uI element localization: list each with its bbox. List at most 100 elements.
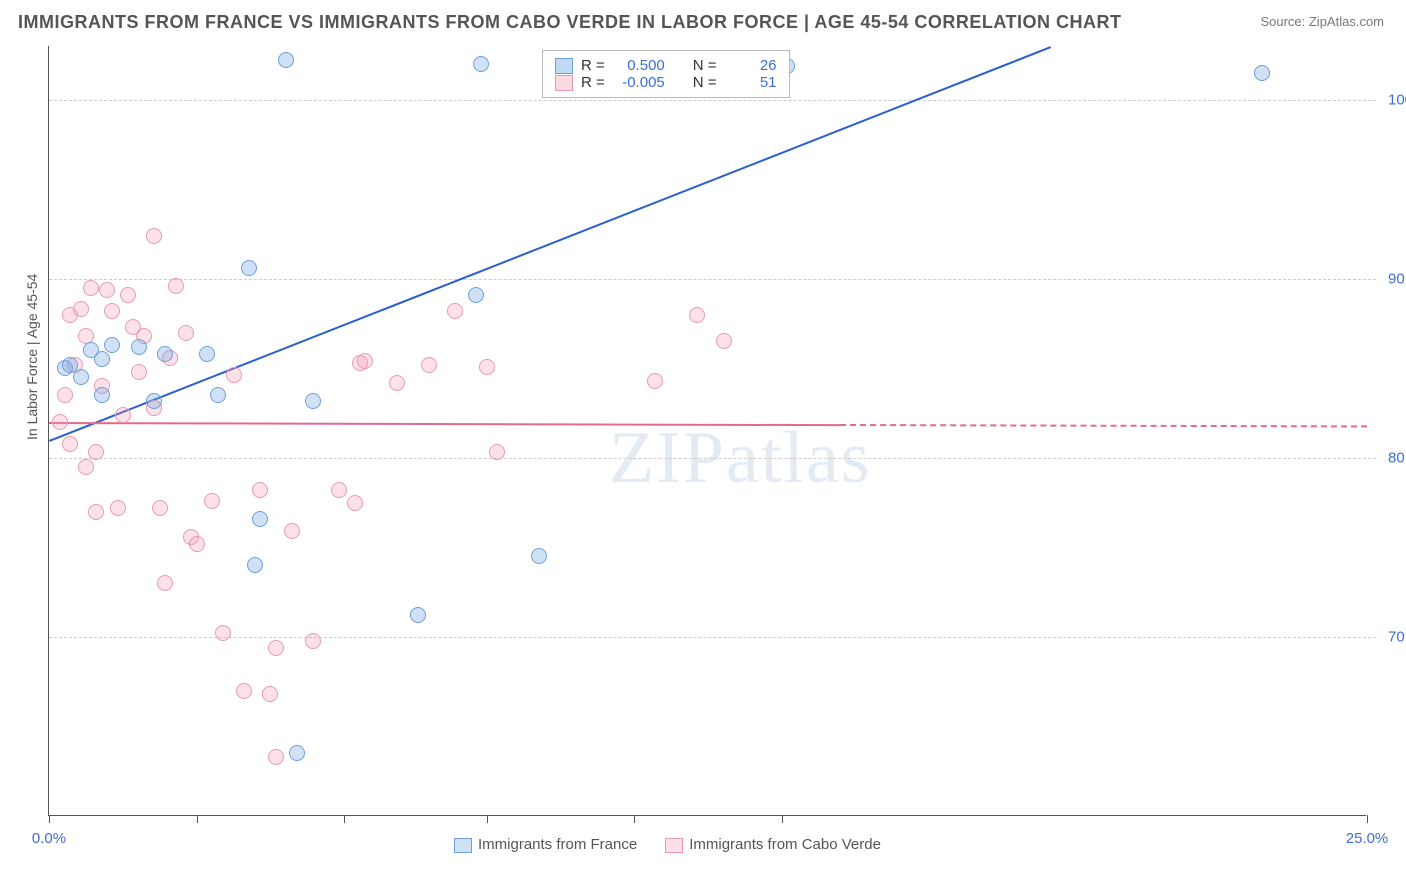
data-point-pink: [120, 287, 136, 303]
regression-line-pink: [840, 424, 1367, 427]
data-point-pink: [689, 307, 705, 323]
data-point-pink: [479, 359, 495, 375]
data-point-blue: [157, 346, 173, 362]
series-legend-item: Immigrants from Cabo Verde: [665, 836, 881, 853]
data-point-pink: [226, 367, 242, 383]
x-tick: [197, 815, 198, 823]
data-point-pink: [52, 414, 68, 430]
legend-n-value: 51: [725, 74, 777, 91]
data-point-pink: [268, 640, 284, 656]
data-point-pink: [647, 373, 663, 389]
x-tick: [782, 815, 783, 823]
data-point-pink: [284, 523, 300, 539]
gridline-h: [49, 637, 1376, 638]
series-name: Immigrants from France: [478, 836, 637, 853]
data-point-pink: [78, 459, 94, 475]
data-point-pink: [716, 333, 732, 349]
data-point-pink: [152, 500, 168, 516]
data-point-blue: [278, 52, 294, 68]
series-name: Immigrants from Cabo Verde: [689, 836, 881, 853]
legend-swatch-pink: [665, 838, 683, 853]
data-point-pink: [178, 325, 194, 341]
x-tick: [49, 815, 50, 823]
x-tick-label: 25.0%: [1346, 830, 1389, 847]
legend-r-label: R =: [581, 74, 605, 91]
x-tick-label: 0.0%: [32, 830, 66, 847]
legend-swatch-pink: [555, 75, 573, 91]
y-axis-label: In Labor Force | Age 45-54: [24, 274, 40, 440]
series-legend: Immigrants from France Immigrants from Ca…: [454, 836, 881, 853]
data-point-pink: [57, 387, 73, 403]
x-tick: [344, 815, 345, 823]
data-point-blue: [289, 745, 305, 761]
x-tick: [1367, 815, 1368, 823]
data-point-pink: [305, 633, 321, 649]
data-point-blue: [247, 557, 263, 573]
data-point-pink: [168, 278, 184, 294]
data-point-blue: [146, 393, 162, 409]
legend-n-label: N =: [693, 74, 717, 91]
data-point-blue: [94, 351, 110, 367]
data-point-pink: [73, 301, 89, 317]
legend-r-value: 0.500: [613, 57, 665, 74]
data-point-pink: [146, 228, 162, 244]
data-point-blue: [210, 387, 226, 403]
data-point-blue: [468, 287, 484, 303]
data-point-blue: [73, 369, 89, 385]
stats-legend-row: R = 0.500 N = 26: [555, 57, 777, 74]
chart-title: IMMIGRANTS FROM FRANCE VS IMMIGRANTS FRO…: [18, 12, 1122, 33]
y-tick-label: 90.0%: [1376, 270, 1406, 287]
regression-line-pink: [49, 422, 840, 426]
data-point-blue: [241, 260, 257, 276]
data-point-pink: [331, 482, 347, 498]
data-point-pink: [236, 683, 252, 699]
data-point-pink: [115, 407, 131, 423]
data-point-pink: [62, 436, 78, 452]
stats-legend: R =0.500N =26R =-0.005N =51: [542, 50, 790, 98]
stats-legend-row: R =-0.005N =51: [555, 74, 777, 91]
data-point-pink: [83, 280, 99, 296]
data-point-blue: [131, 339, 147, 355]
data-point-pink: [99, 282, 115, 298]
data-point-pink: [215, 625, 231, 641]
data-point-pink: [189, 536, 205, 552]
data-point-blue: [305, 393, 321, 409]
gridline-h: [49, 279, 1376, 280]
data-point-pink: [389, 375, 405, 391]
data-point-blue: [104, 337, 120, 353]
data-point-pink: [421, 357, 437, 373]
gridline-h: [49, 458, 1376, 459]
data-point-blue: [473, 56, 489, 72]
data-point-pink: [357, 353, 373, 369]
regression-line-blue: [49, 46, 1051, 442]
y-tick-label: 80.0%: [1376, 449, 1406, 466]
source-attribution: Source: ZipAtlas.com: [1260, 14, 1384, 29]
data-point-pink: [268, 749, 284, 765]
data-point-pink: [447, 303, 463, 319]
legend-r-label: R =: [581, 57, 605, 74]
data-point-pink: [262, 686, 278, 702]
y-tick-label: 100.0%: [1376, 91, 1406, 108]
data-point-pink: [110, 500, 126, 516]
data-point-pink: [88, 444, 104, 460]
legend-n-value: 26: [725, 57, 777, 74]
data-point-pink: [204, 493, 220, 509]
x-tick: [634, 815, 635, 823]
gridline-h: [49, 100, 1376, 101]
x-tick: [487, 815, 488, 823]
data-point-blue: [531, 548, 547, 564]
data-point-pink: [252, 482, 268, 498]
scatter-plot-area: ZIPatlas 70.0%80.0%90.0%100.0%0.0%25.0%R…: [48, 46, 1366, 816]
data-point-blue: [410, 607, 426, 623]
data-point-blue: [1254, 65, 1270, 81]
data-point-pink: [347, 495, 363, 511]
y-tick-label: 70.0%: [1376, 628, 1406, 645]
legend-swatch-blue: [555, 58, 573, 74]
data-point-blue: [252, 511, 268, 527]
data-point-pink: [104, 303, 120, 319]
data-point-pink: [157, 575, 173, 591]
data-point-pink: [489, 444, 505, 460]
legend-n-label: N =: [693, 57, 717, 74]
data-point-pink: [88, 504, 104, 520]
legend-swatch-blue: [454, 838, 472, 853]
